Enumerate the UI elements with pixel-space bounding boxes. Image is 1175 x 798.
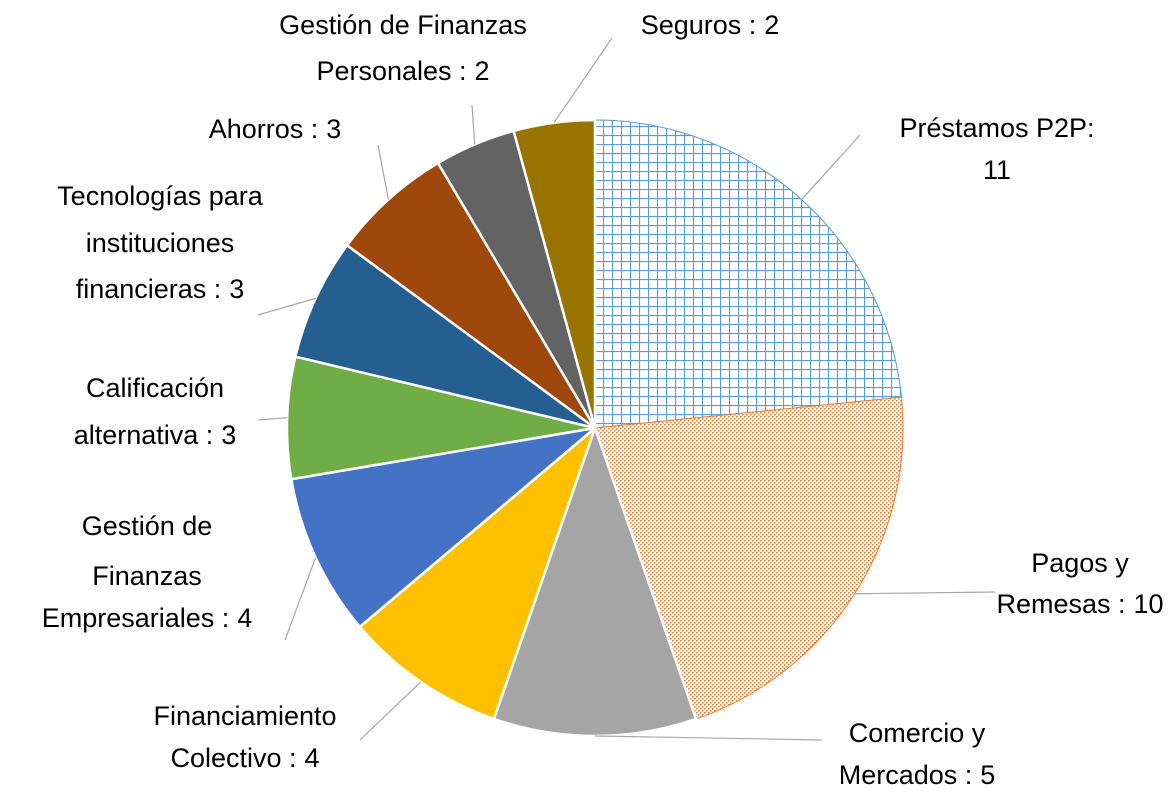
label-line: Remesas : [996, 589, 1125, 619]
leader-line [257, 297, 316, 316]
data-label: Tecnologías para instituciones financieras… [57, 181, 264, 304]
label-value: 5 [980, 760, 995, 790]
leader-line [359, 681, 422, 741]
label-line: Seguros : [641, 10, 757, 40]
label-line: Mercados : [839, 760, 973, 790]
label-line: Empresariales : [42, 603, 230, 633]
label-line: Finanzas [92, 561, 202, 591]
pie-slice [345, 161, 597, 430]
label-line: Colectivo : [170, 743, 296, 773]
data-label: Ahorros :3 [209, 114, 342, 144]
data-label: Financiamiento Colectivo : 4 [153, 701, 336, 773]
label-value: 4 [305, 743, 320, 773]
pie-slice [293, 243, 596, 430]
leader-line [553, 37, 613, 124]
label-line: Personales : [316, 56, 466, 86]
label-line: Ahorros : [209, 114, 319, 144]
pie-slice [285, 355, 596, 481]
label-value: 3 [326, 114, 341, 144]
label-line: Gestión de Finanzas [279, 10, 527, 40]
label-value: 4 [237, 603, 252, 633]
label-line: financieras : [76, 274, 222, 304]
label-line: Pagos y [1031, 548, 1129, 578]
label-line: instituciones [86, 228, 235, 258]
leader-line [854, 591, 996, 595]
label-value: 2 [764, 10, 779, 40]
label-value: 11 [983, 155, 1011, 185]
data-label: Pagos y Remesas : 10 [996, 548, 1163, 619]
leader-line [594, 735, 823, 741]
label-line: Gestión de [82, 511, 213, 541]
label-line: Comercio y [849, 718, 986, 748]
data-label: Seguros :2 [641, 10, 780, 40]
label-value: 3 [221, 420, 236, 450]
leader-line [257, 417, 288, 421]
pie-slice [492, 424, 698, 738]
data-label: Gestión de Finanzas Empresariales :4 [42, 511, 253, 633]
label-line: Calificación [86, 373, 224, 403]
data-label: Comercio y Mercados :5 [839, 718, 996, 790]
data-label: Calificación alternativa :3 [74, 373, 237, 450]
pie-slice [289, 426, 600, 629]
data-label: Gestión de Finanzas Personales : 2 [279, 10, 527, 86]
label-line: Tecnologías para [57, 181, 264, 211]
leader-line [801, 134, 861, 200]
pie-slice [594, 396, 904, 720]
label-value: 10 [1134, 589, 1164, 619]
data-label: Préstamos P2P: 11 [899, 113, 1094, 185]
label-line: Financiamiento [153, 701, 336, 731]
leader-line [377, 144, 389, 200]
leader-line [284, 557, 317, 641]
label-value: 3 [229, 274, 244, 304]
label-line: Préstamos P2P: [899, 113, 1094, 143]
leader-line [471, 104, 476, 145]
label-value: 2 [475, 56, 490, 86]
label-line: alternativa : [74, 420, 214, 450]
pie-slice [594, 119, 903, 429]
